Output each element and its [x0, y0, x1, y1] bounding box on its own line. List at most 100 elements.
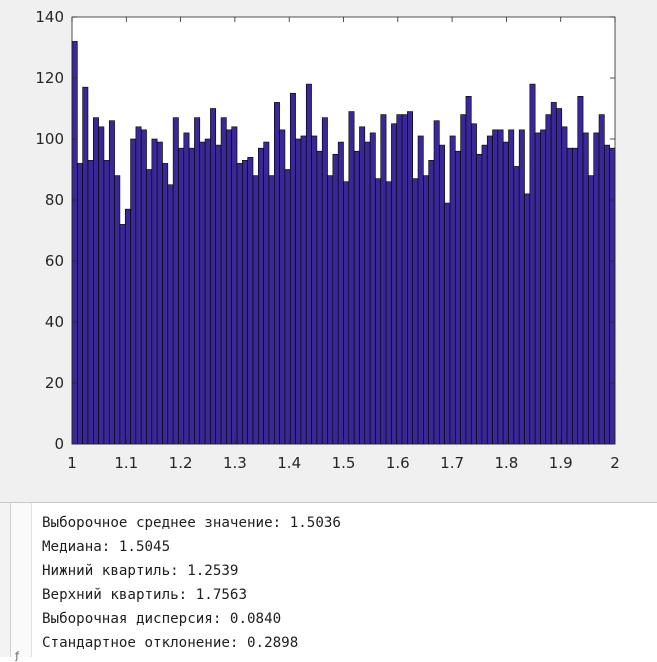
histogram-bar — [305, 83, 312, 445]
histogram-bar — [385, 181, 392, 445]
histogram-bar — [82, 86, 89, 445]
histogram-bar — [98, 126, 105, 445]
histogram-bar — [401, 114, 408, 445]
histogram-bar — [71, 41, 78, 445]
histogram-bar — [582, 132, 589, 445]
output-line-lower-quartile: Нижний квартиль: 1.2539 — [42, 563, 239, 579]
histogram-bar — [454, 150, 461, 445]
histogram-bar — [598, 114, 605, 445]
histogram-bar — [87, 160, 94, 445]
histogram-bar — [508, 129, 515, 445]
histogram-bar — [428, 160, 435, 445]
y-tick-label: 20 — [45, 374, 64, 392]
histogram-bar — [396, 114, 403, 445]
histogram-bar — [258, 147, 264, 445]
y-tick-label: 80 — [45, 191, 64, 209]
x-tick-label: 1 — [67, 454, 77, 472]
histogram-bar — [162, 163, 169, 445]
command-window[interactable]: Выборочное среднее значение: 1.5036 Меди… — [0, 503, 657, 662]
histogram-bar — [130, 138, 137, 445]
histogram-bar — [316, 150, 323, 445]
histogram-bar — [332, 153, 339, 445]
histogram-bar — [124, 208, 131, 445]
histogram-bar — [369, 132, 376, 445]
histogram-bar — [172, 117, 179, 445]
histogram-bar — [236, 163, 243, 445]
histogram-bar — [194, 117, 201, 445]
histogram-bar — [295, 138, 302, 445]
histogram-bar — [417, 135, 424, 445]
histogram-bar — [327, 175, 334, 445]
histogram-bar — [273, 102, 280, 445]
histogram-bar — [210, 108, 217, 445]
y-tick-label: 120 — [35, 69, 64, 87]
histogram-bar — [439, 144, 445, 445]
histogram-bar — [481, 144, 488, 445]
histogram-bar — [524, 193, 531, 445]
histogram-bar — [609, 147, 616, 445]
histogram-chart: 1 1.1 1.2 1.3 1.4 1.5 1.6 1.7 1.8 1.9 202040608010… — [35, 8, 619, 472]
histogram-bar — [545, 114, 552, 445]
histogram-bar — [604, 144, 610, 445]
x-tick-label: 1.9 — [549, 454, 573, 472]
histogram-bar — [108, 120, 115, 445]
histogram-bar — [572, 147, 579, 445]
x-tick-label: 1.7 — [440, 454, 464, 472]
histogram-bar — [167, 184, 174, 445]
histogram-bar — [151, 138, 158, 445]
histogram-bar — [556, 108, 563, 445]
histogram-bar — [460, 114, 467, 445]
histogram-bar — [348, 111, 355, 445]
histogram-bar — [220, 117, 227, 445]
histogram-bar — [540, 129, 547, 445]
output-line-std-deviation: Стандартное отклонение: 0.2898 — [42, 635, 299, 651]
histogram-bar — [353, 150, 360, 445]
histogram-bar — [311, 135, 318, 445]
histogram-bar — [183, 132, 190, 445]
histogram-bar — [566, 147, 573, 445]
histogram-bar — [433, 120, 440, 445]
histogram-bar — [321, 117, 328, 445]
command-window-margin — [11, 503, 32, 657]
histogram-bar — [364, 141, 371, 445]
histogram-bar — [226, 129, 233, 445]
histogram-bar — [449, 135, 456, 445]
histogram-bar — [77, 163, 83, 445]
histogram-bar — [231, 126, 238, 445]
histogram-bar — [92, 117, 99, 445]
histogram-bar — [492, 129, 499, 445]
histogram-bar — [337, 141, 344, 445]
histogram-bar — [135, 126, 142, 445]
histogram-bar — [497, 129, 504, 445]
histogram-bar — [423, 175, 429, 445]
y-tick-label: 140 — [35, 8, 64, 26]
x-tick-label: 1.3 — [223, 454, 247, 472]
output-line-median: Медиана: 1.5045 — [42, 539, 171, 555]
histogram-bar — [199, 141, 206, 445]
histogram-bar — [103, 160, 110, 445]
histogram-bar — [476, 153, 483, 445]
histogram-bar — [289, 92, 296, 445]
histogram-bar — [412, 178, 419, 445]
x-tick-label: 2 — [610, 454, 620, 472]
histogram-bar — [188, 147, 195, 445]
histogram-bar — [465, 96, 472, 445]
histogram-bar — [268, 175, 275, 445]
x-tick-label: 1.2 — [169, 454, 193, 472]
histogram-bar — [588, 175, 595, 445]
axis-ticks: 1 1.1 1.2 1.3 1.4 1.5 1.6 1.7 1.8 1.9 202040608010… — [35, 8, 619, 472]
panel-divider — [0, 502, 657, 503]
histogram-bar — [486, 135, 493, 445]
histogram-bar — [375, 178, 382, 445]
histogram-bar — [577, 96, 584, 445]
histogram-bar — [470, 123, 477, 445]
histogram-bar — [561, 126, 568, 445]
histogram-bar — [359, 126, 366, 445]
histogram-bar — [534, 132, 541, 445]
histogram-bar — [518, 129, 525, 445]
histogram-bar — [215, 144, 222, 445]
histogram-bar — [252, 175, 259, 445]
x-tick-label: 1.4 — [277, 454, 301, 472]
y-tick-label: 100 — [35, 130, 64, 148]
histogram-bar — [300, 135, 307, 445]
